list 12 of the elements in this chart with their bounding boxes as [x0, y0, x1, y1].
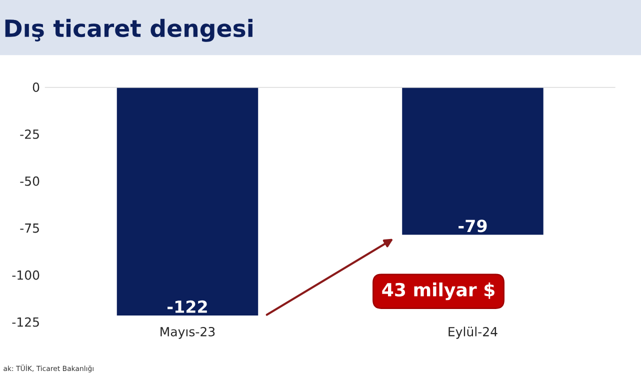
data-label: -79 [458, 220, 487, 232]
x-tick-label: Eylül-24 [448, 326, 498, 339]
annotation: 43 milyar $ [382, 282, 494, 300]
y-tick-label: -50 [20, 176, 40, 186]
y-tick-label: -125 [12, 317, 39, 327]
y-tick-label: -25 [20, 129, 39, 139]
data-label: -122 [168, 300, 207, 313]
x-tick-label: Mayıs-23 [160, 326, 215, 339]
y-tick-label: -75 [20, 224, 39, 233]
y-tick-label: 0 [32, 82, 40, 92]
y-tick-label: -100 [12, 270, 40, 280]
chart-title: Dış ticaret dengesi [5, 18, 252, 42]
